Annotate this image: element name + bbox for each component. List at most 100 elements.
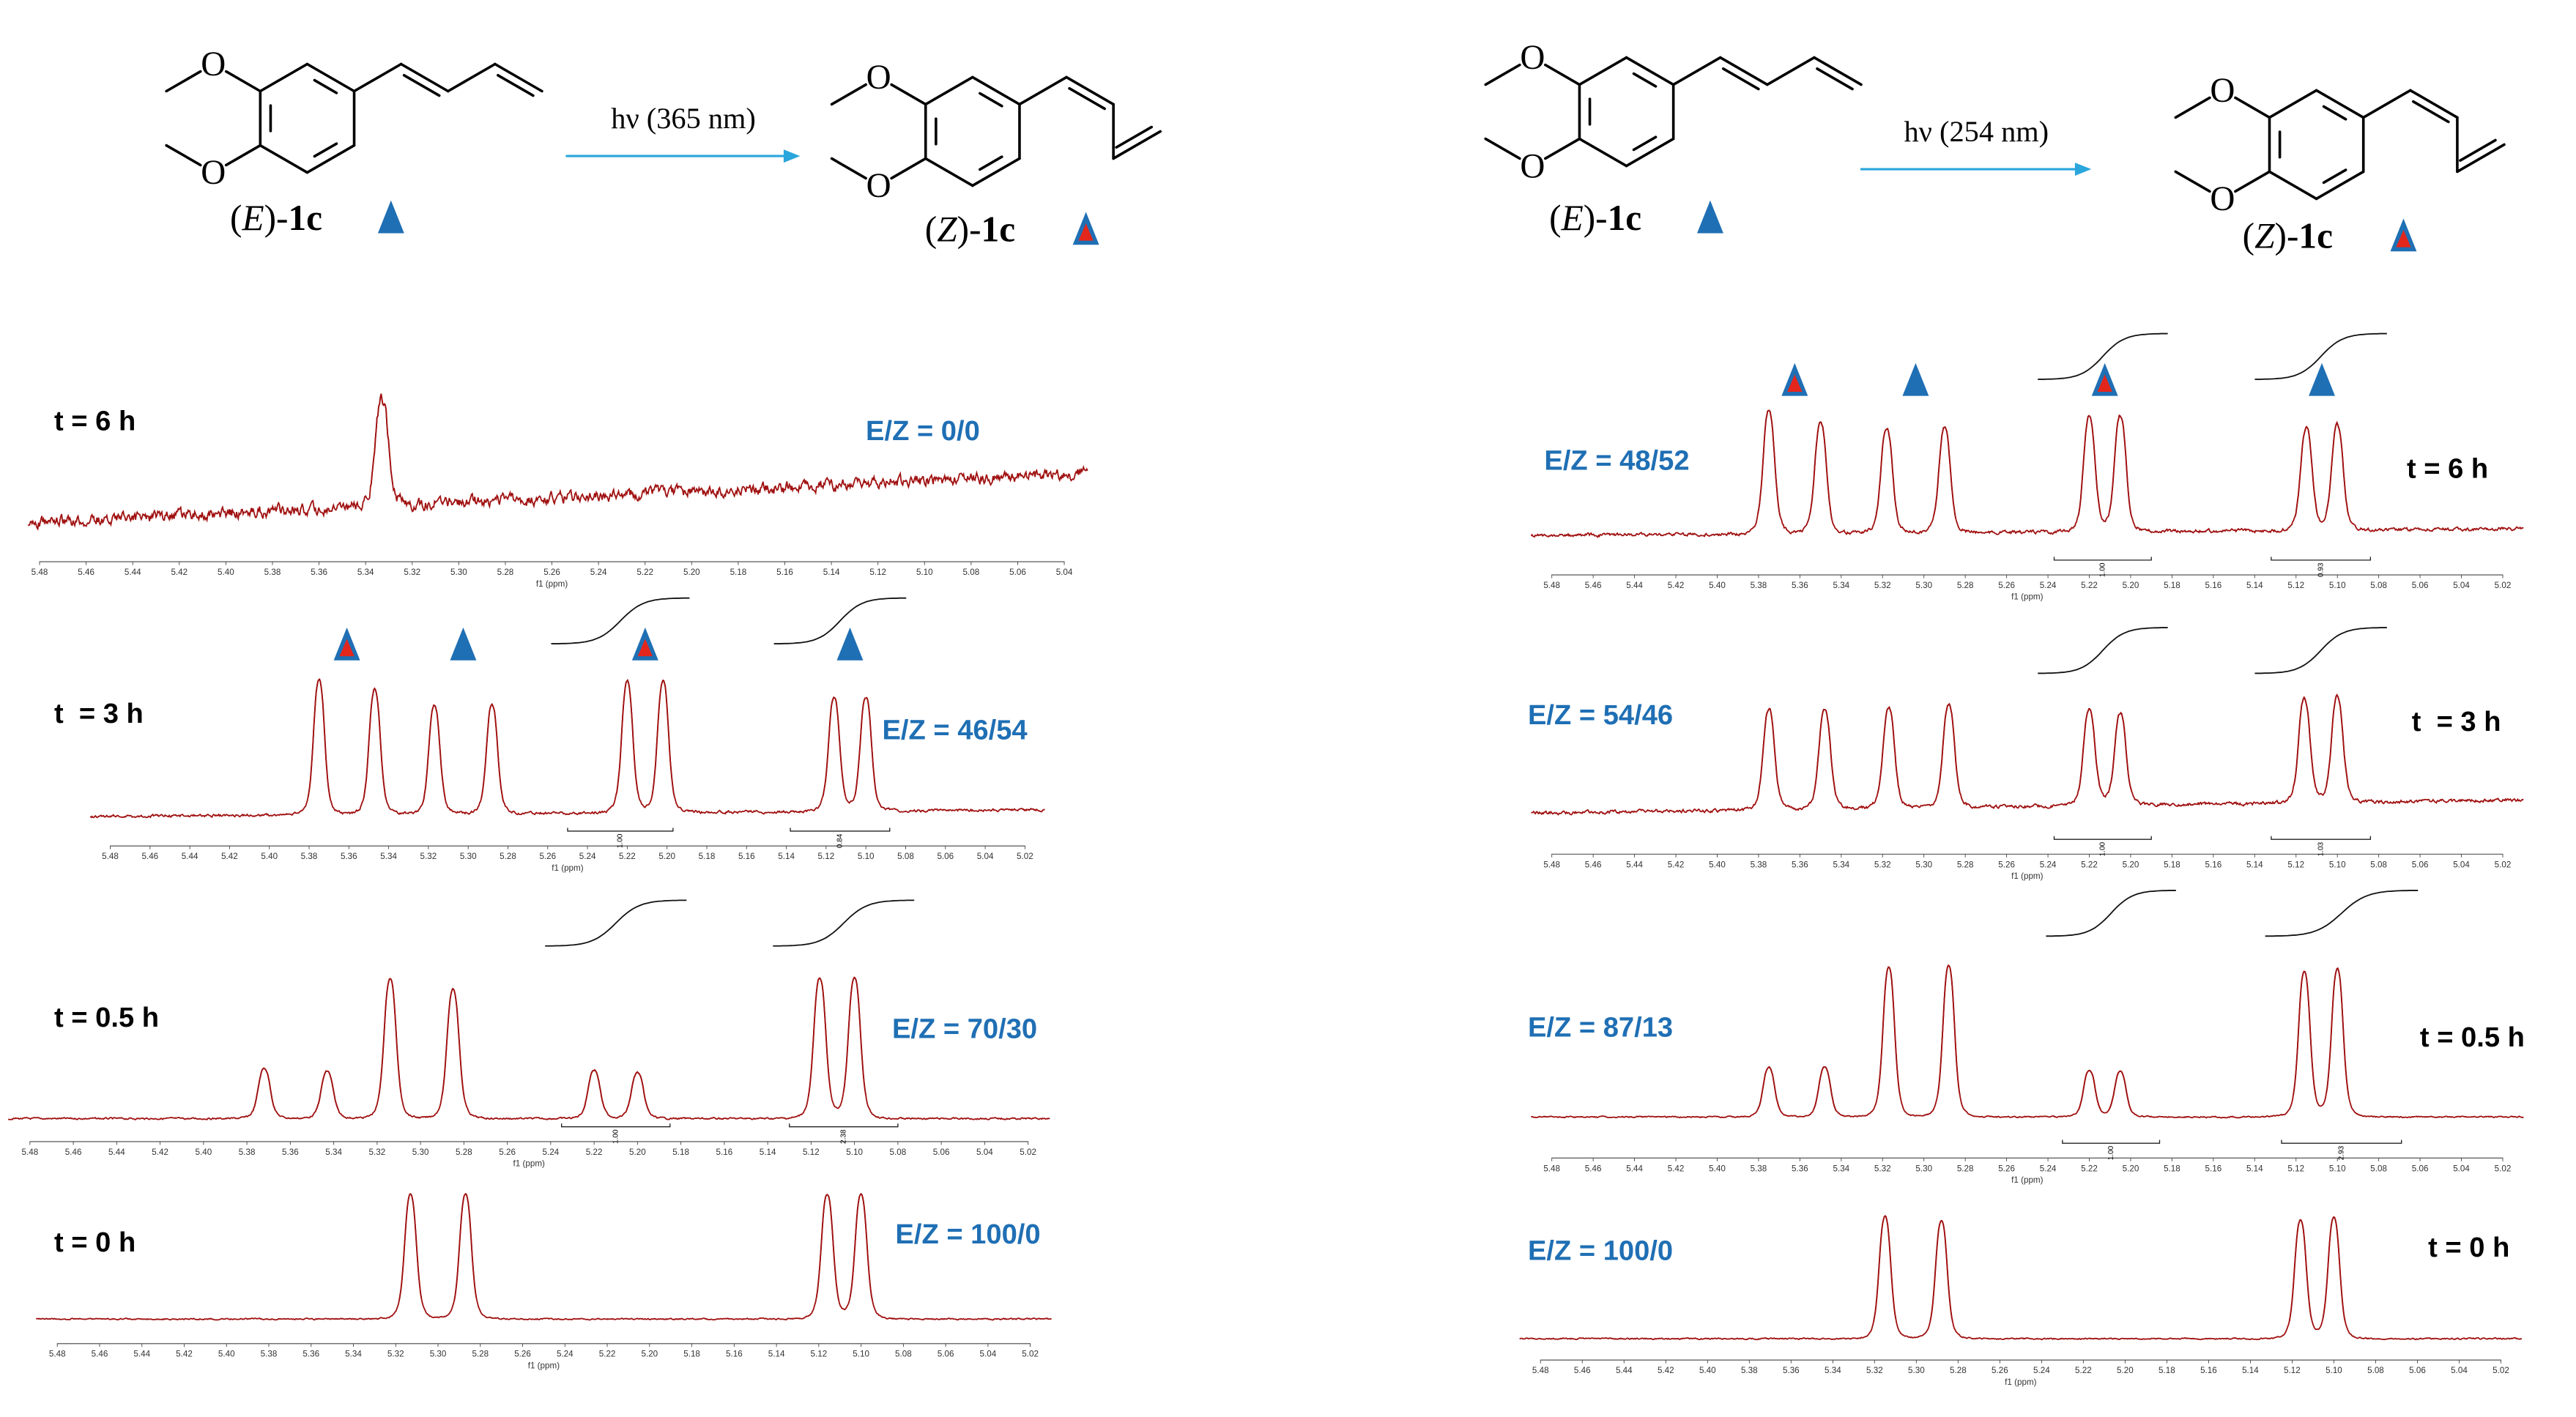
chain-bond <box>1671 56 1722 86</box>
peak <box>307 678 331 800</box>
x-tick-label: 5.46 <box>1585 1164 1602 1173</box>
x-tick-label: 5.38 <box>301 852 318 861</box>
ring-bond <box>305 62 356 93</box>
x-tick-label: 5.30 <box>1915 1164 1932 1173</box>
x-tick-label: 5.42 <box>171 568 188 577</box>
x-tick-label: 5.34 <box>1833 581 1849 590</box>
integral-curve <box>2046 890 2176 937</box>
x-tick-label: 5.24 <box>543 1148 560 1157</box>
c-o-bond <box>224 144 262 167</box>
assignment-marker <box>836 627 864 661</box>
c-o-bond <box>890 157 927 180</box>
oxygen-atom: O <box>201 154 226 192</box>
x-tick-label: 5.28 <box>500 852 516 861</box>
label-part: )- <box>957 209 981 250</box>
x-tick-label: 5.14 <box>760 1148 776 1157</box>
x-tick-label: 5.24 <box>2040 581 2057 590</box>
x-axis-label: f1 (ppm) <box>2011 1175 2044 1185</box>
x-tick-label: 5.04 <box>1056 568 1073 577</box>
peak <box>854 696 878 799</box>
x-tick-label: 5.14 <box>2242 1366 2259 1375</box>
x-tick-label: 5.06 <box>2412 1164 2429 1173</box>
x-tick-label: 5.06 <box>933 1148 950 1157</box>
x-tick-label: 5.36 <box>311 568 327 577</box>
compound-label: (E)-1c <box>1549 198 1641 238</box>
peak <box>2077 1069 2101 1111</box>
integral-label: 2.38 <box>839 1129 847 1144</box>
integral-label: 0.93 <box>2317 562 2325 577</box>
ring-bond <box>1625 137 1675 168</box>
x-tick-label: 5.08 <box>2370 581 2387 590</box>
time-label: t = 0 h <box>54 1227 136 1258</box>
x-tick-label: 5.10 <box>916 568 933 577</box>
peak <box>453 1193 478 1301</box>
peak <box>369 393 393 487</box>
x-tick-label: 5.48 <box>31 568 48 577</box>
x-tick-label: 5.32 <box>369 1148 386 1157</box>
x-tick-label: 5.28 <box>1950 1366 1967 1375</box>
x-tick-label: 5.26 <box>514 1350 531 1359</box>
spectrum-trace <box>1530 964 2524 1119</box>
peak <box>2294 425 2318 517</box>
x-tick-label: 5.22 <box>2081 860 2098 869</box>
x-tick-label: 5.34 <box>357 568 374 577</box>
x-tick-label: 5.10 <box>846 1148 863 1157</box>
x-tick-label: 5.10 <box>2329 581 2346 590</box>
x-tick-label: 5.20 <box>2117 1366 2134 1375</box>
x-tick-label: 5.40 <box>218 1350 235 1359</box>
peak <box>2293 696 2317 788</box>
c-o-bond <box>2234 170 2271 193</box>
x-tick-label: 5.28 <box>1957 581 1974 590</box>
peak <box>849 1193 873 1301</box>
x-tick-label: 5.36 <box>1783 1366 1800 1375</box>
peak <box>378 978 402 1097</box>
x-tick-label: 5.18 <box>2164 581 2180 590</box>
time-label: t = 3 h <box>54 698 144 729</box>
ring-bond <box>305 144 356 174</box>
peak <box>2288 1219 2312 1322</box>
label-part: 1c <box>1608 198 1642 238</box>
peak <box>363 687 387 800</box>
integral-bracket <box>561 1123 671 1128</box>
x-tick-label: 5.28 <box>1957 860 1974 869</box>
integral-curve <box>2038 332 2168 380</box>
x-tick-label: 5.26 <box>1998 1164 2015 1173</box>
peak <box>582 1068 606 1111</box>
x-tick-label: 5.02 <box>1020 1148 1036 1157</box>
ring-bond <box>2268 89 2318 119</box>
peak <box>1813 709 1837 796</box>
label-part: 1c <box>2298 216 2333 256</box>
c-o-bond <box>890 83 927 106</box>
assignment-marker-inner <box>2097 374 2112 392</box>
x-tick-label: 5.34 <box>1833 860 1849 869</box>
oxygen-atom: O <box>2210 180 2235 218</box>
assignment-marker <box>1902 362 1929 396</box>
chain-bond <box>494 62 543 93</box>
integral-label: 0.84 <box>836 833 845 848</box>
x-tick-label: 5.28 <box>1957 1164 1974 1173</box>
x-tick-label: 5.26 <box>1992 1366 2008 1375</box>
time-label: t = 3 h <box>2412 706 2501 737</box>
x-tick-label: 5.16 <box>2205 1164 2222 1173</box>
assignment-marker-inner <box>1787 374 1803 392</box>
chain-double-bond <box>2412 100 2450 124</box>
x-tick-label: 5.32 <box>1874 860 1891 869</box>
x-tick-label: 5.14 <box>2246 1164 2263 1173</box>
x-tick-label: 5.36 <box>302 1350 319 1359</box>
peak <box>315 1070 339 1111</box>
o-methyl-bond <box>2174 96 2211 119</box>
x-tick-label: 5.40 <box>1709 1164 1726 1173</box>
x-tick-label: 5.04 <box>2453 860 2470 869</box>
peak <box>252 1067 276 1112</box>
integral-label: 1.00 <box>617 833 625 848</box>
integral-bracket <box>2053 557 2152 561</box>
x-tick-label: 5.08 <box>897 852 914 861</box>
x-tick-label: 5.08 <box>890 1148 907 1157</box>
x-tick-label: 5.30 <box>1915 860 1932 869</box>
ring-bond <box>2315 89 2365 119</box>
x-tick-label: 5.38 <box>264 568 281 577</box>
ratio-label: E/Z = 70/30 <box>892 1014 1037 1045</box>
x-tick-label: 5.26 <box>539 852 556 861</box>
x-tick-label: 5.24 <box>590 568 607 577</box>
x-tick-label: 5.34 <box>1825 1366 1841 1375</box>
